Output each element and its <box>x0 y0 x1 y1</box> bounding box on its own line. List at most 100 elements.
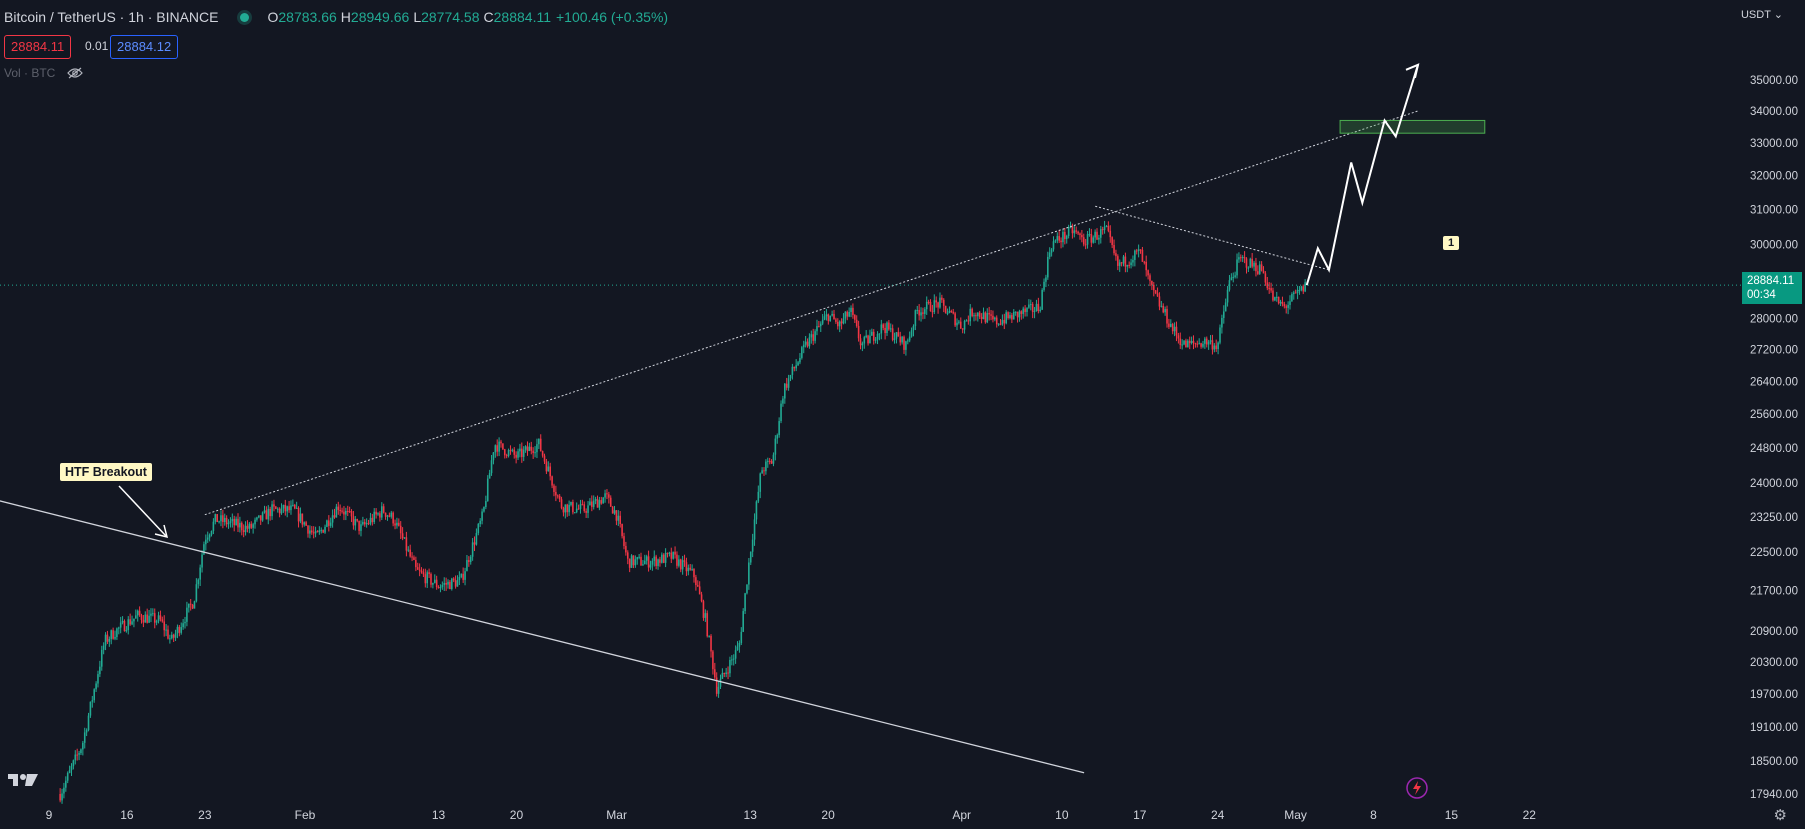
candle-body <box>785 383 788 388</box>
candle-body <box>766 460 769 462</box>
candle-body <box>1012 311 1015 320</box>
candle-body <box>662 554 665 563</box>
candle-body <box>316 531 319 533</box>
candle-body <box>214 514 217 522</box>
open-value: 28783.66 <box>278 9 337 25</box>
candle-body <box>645 556 648 561</box>
candle-body <box>1275 296 1278 298</box>
candle-body <box>872 331 875 341</box>
candle-body <box>931 311 934 313</box>
candle-body <box>1260 264 1263 271</box>
candle-body <box>324 526 326 533</box>
tradingview-logo-icon[interactable] <box>8 772 38 788</box>
candle-body <box>1279 301 1282 304</box>
candle-body <box>435 579 438 588</box>
gear-icon[interactable]: ⚙ <box>1773 807 1787 824</box>
candle-body <box>670 552 673 559</box>
eye-off-icon[interactable] <box>67 67 84 79</box>
candle-body <box>598 500 601 508</box>
candle-body <box>776 435 779 439</box>
candle-body <box>1130 262 1132 266</box>
price-axis: 35000.00 34000.00 33000.00 32000.00 31000.00… <box>1750 75 1798 801</box>
candle-body <box>263 510 266 513</box>
candle-body <box>377 513 379 515</box>
sell-button[interactable]: 28884.11 <box>4 35 72 59</box>
projection-arrowhead <box>1405 63 1420 79</box>
lightning-icon[interactable] <box>1406 777 1428 799</box>
candle-body <box>462 573 464 580</box>
wave-marker-label[interactable]: 1 <box>1443 236 1460 250</box>
candle-body <box>220 515 222 522</box>
candle-body <box>1096 231 1098 240</box>
candle-body <box>469 556 472 563</box>
candle-body <box>449 581 451 590</box>
candle-body <box>1054 240 1057 242</box>
buy-button[interactable]: 28884.12 <box>110 35 179 59</box>
candle-body <box>918 309 920 316</box>
candle-body <box>668 552 671 554</box>
x-tick-label: 20 <box>510 808 524 822</box>
symbol-header: Bitcoin / TetherUS · 1h · BINANCE O 28783… <box>4 9 668 25</box>
candle-body <box>256 517 258 520</box>
currency-selector[interactable]: USDT ⌄ <box>1741 8 1783 21</box>
candle-body <box>479 520 481 524</box>
candle-body <box>833 314 835 320</box>
candle-body <box>1302 286 1305 292</box>
candle-body <box>1187 340 1189 348</box>
candle-body <box>661 554 663 563</box>
candle-body <box>547 466 550 472</box>
symbol-title[interactable]: Bitcoin / TetherUS · 1h · BINANCE <box>4 9 219 25</box>
candle-body <box>398 522 400 526</box>
candle-body <box>852 307 854 316</box>
candle-body <box>530 446 533 451</box>
candle-body <box>310 530 313 533</box>
candle-body <box>1151 280 1153 285</box>
candle-body <box>539 438 542 452</box>
candle-body <box>131 621 133 625</box>
candle-body <box>959 321 962 329</box>
htf-breakout-label[interactable]: HTF Breakout <box>60 463 152 481</box>
x-tick-label: 9 <box>46 808 53 822</box>
candle-body <box>1226 289 1229 303</box>
candle-body <box>748 562 750 585</box>
candle-body <box>1292 292 1295 295</box>
candle-body <box>553 485 555 492</box>
candle-body <box>666 552 669 554</box>
candle-body <box>464 571 466 580</box>
falling-support-line <box>0 500 1085 774</box>
candle-body <box>144 614 147 623</box>
candle-body <box>481 511 483 521</box>
y-tick-label: 24800.00 <box>1750 443 1798 455</box>
high-label: H <box>340 9 351 25</box>
candle-body <box>136 610 139 616</box>
candle-body <box>231 518 234 522</box>
candle-body <box>458 577 461 581</box>
candle-body <box>193 601 196 609</box>
candle-body <box>859 338 862 346</box>
candle-body <box>689 567 692 570</box>
candle-body <box>731 659 733 661</box>
candle-body <box>753 519 756 540</box>
volume-indicator[interactable]: Vol · BTC <box>4 66 84 80</box>
candle-body <box>176 626 179 634</box>
candle-body <box>1050 249 1053 253</box>
candle-body <box>653 556 656 561</box>
candle-body <box>594 499 597 501</box>
candle-body <box>541 451 544 456</box>
candle-body <box>1073 230 1076 234</box>
candle-body <box>1177 335 1180 339</box>
candle-body <box>632 555 635 566</box>
x-tick-label: 16 <box>120 808 134 822</box>
candle-body <box>345 510 347 515</box>
candle-body <box>835 319 837 322</box>
candle-body <box>925 301 928 310</box>
candle-body <box>687 567 690 572</box>
candle-body <box>922 312 924 314</box>
candle-body <box>1185 340 1187 348</box>
candle-body <box>301 513 304 525</box>
candle-body <box>719 678 722 687</box>
candle-body <box>199 567 201 580</box>
candle-body <box>600 500 603 504</box>
candle-body <box>749 551 752 563</box>
